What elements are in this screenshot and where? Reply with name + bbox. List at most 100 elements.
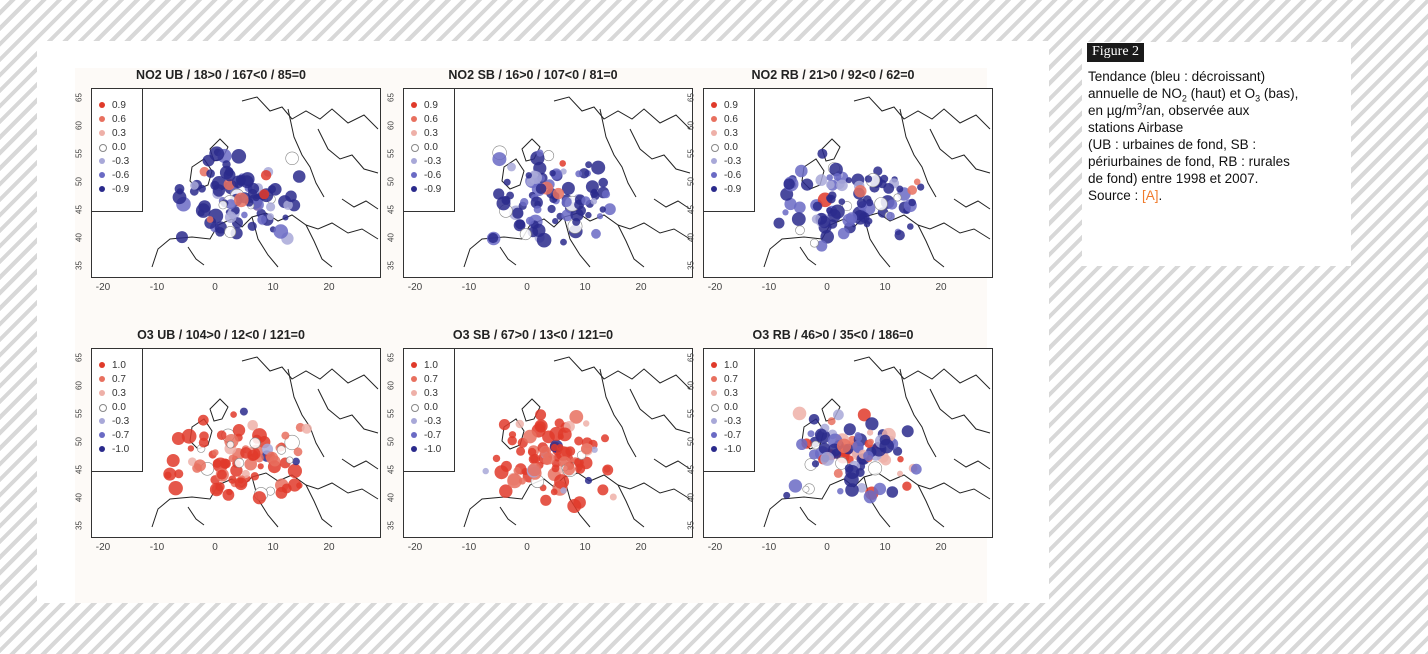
y-tick-label: 40	[74, 233, 84, 242]
station-marker	[814, 428, 828, 441]
station-marker	[791, 212, 806, 226]
station-marker	[802, 485, 810, 493]
map-title: NO2 RB / 21>0 / 92<0 / 62=0	[751, 68, 915, 82]
station-marker	[886, 486, 899, 498]
coastline	[629, 128, 691, 174]
map-plot-area: 0.9 0.6 0.3 0.0 -0.3 -0.6 -0.9	[403, 88, 693, 278]
station-marker	[550, 443, 559, 452]
station-marker	[561, 209, 574, 222]
station-marker	[896, 185, 904, 193]
map-title: O3 SB / 67>0 / 13<0 / 121=0	[452, 328, 614, 342]
legend-swatch	[99, 144, 107, 152]
map-title: NO2 UB / 18>0 / 167<0 / 85=0	[136, 68, 306, 82]
coastline	[241, 356, 379, 390]
map-panel-no2-sb: NO2 SB / 16>0 / 107<0 / 81=0 0.9 0.6 0.3 0.0…	[386, 68, 693, 326]
station-marker	[530, 196, 543, 209]
source-reference-link[interactable]: [A]	[1142, 188, 1159, 203]
x-tick-label: -20	[407, 282, 423, 293]
legend-entry: -0.6	[404, 169, 454, 182]
station-marker	[221, 458, 231, 469]
y-tick-label: 60	[74, 381, 84, 390]
x-tick-label: -10	[761, 282, 777, 293]
caption-line: en µg/m	[1088, 103, 1138, 118]
station-marker	[569, 410, 584, 424]
europe-map	[151, 96, 379, 268]
coastline	[917, 224, 945, 268]
x-tick-label: -20	[707, 282, 723, 293]
station-marker	[219, 165, 234, 180]
legend-label: 0.0	[724, 142, 738, 153]
x-tick-label: 20	[935, 282, 947, 293]
station-marker	[567, 499, 582, 513]
station-marker	[547, 204, 556, 214]
coastline	[629, 388, 691, 434]
y-tick-label: 45	[74, 465, 84, 474]
legend-entry: -1.0	[92, 443, 142, 456]
legend-swatch	[711, 158, 717, 164]
station-marker	[842, 201, 853, 212]
y-tick-label: 45	[686, 205, 696, 214]
station-marker	[535, 183, 547, 194]
legend-entry: -0.9	[92, 183, 142, 196]
station-marker	[865, 417, 879, 431]
station-marker	[837, 488, 844, 495]
legend-entry: -0.6	[704, 169, 754, 182]
station-marker	[292, 170, 306, 183]
legend-entry: 0.0	[404, 141, 454, 154]
station-marker	[852, 440, 864, 453]
legend-entry: 0.0	[92, 141, 142, 154]
station-marker	[525, 216, 534, 225]
station-marker	[550, 488, 558, 496]
x-tick-label: 20	[635, 542, 647, 553]
station-marker	[585, 211, 592, 219]
coastline	[763, 212, 991, 268]
legend-swatch	[411, 390, 417, 396]
map-panel-o3-ub: O3 UB / 104>0 / 12<0 / 121=0 1.0 0.7 0.3 0.0…	[74, 328, 381, 586]
y-tick-label: 50	[74, 177, 84, 186]
caption-line: Tendance (bleu : décroissant)	[1088, 69, 1266, 84]
y-tick-label: 60	[386, 121, 396, 130]
legend-swatch	[411, 404, 419, 412]
station-marker	[513, 219, 526, 232]
station-marker	[506, 191, 514, 200]
legend-entry: -0.3	[404, 415, 454, 428]
station-marker	[296, 482, 303, 489]
coastline	[305, 224, 333, 268]
legend-swatch	[411, 446, 417, 452]
station-marker	[863, 450, 874, 461]
station-marker	[209, 146, 225, 162]
station-marker	[224, 211, 237, 223]
station-marker	[880, 454, 892, 466]
station-marker	[557, 427, 572, 442]
y-tick-label: 45	[686, 465, 696, 474]
y-tick-label: 50	[386, 177, 396, 186]
legend-label: -0.7	[724, 430, 742, 441]
coastline	[187, 506, 205, 526]
map-plot-area: 0.9 0.6 0.3 0.0 -0.3 -0.6 -0.9	[703, 88, 993, 278]
legend-entry: -0.3	[704, 415, 754, 428]
legend-entry: 0.6	[404, 113, 454, 126]
station-marker	[552, 187, 565, 200]
y-tick-label: 50	[686, 437, 696, 446]
y-tick-label: 55	[386, 409, 396, 418]
y-tick-label: 35	[74, 521, 84, 530]
station-marker	[525, 172, 532, 179]
station-marker	[176, 231, 188, 244]
coastline	[563, 216, 591, 268]
legend-entry: -0.7	[704, 429, 754, 442]
coastline	[287, 368, 325, 458]
station-marker	[865, 198, 874, 207]
station-marker	[287, 463, 302, 479]
legend-label: -0.6	[424, 170, 442, 181]
y-tick-label: 65	[74, 93, 84, 102]
legend-label: 0.7	[724, 374, 738, 385]
caption-title: Figure 2	[1087, 43, 1145, 62]
station-marker	[773, 217, 785, 229]
station-marker	[575, 463, 586, 474]
y-tick-label: 65	[386, 353, 396, 362]
x-tick-label: 20	[323, 282, 335, 293]
legend-label: 0.3	[424, 128, 438, 139]
legend-swatch	[99, 362, 105, 368]
legend-entry: -0.3	[704, 155, 754, 168]
x-tick-label: -10	[149, 282, 165, 293]
